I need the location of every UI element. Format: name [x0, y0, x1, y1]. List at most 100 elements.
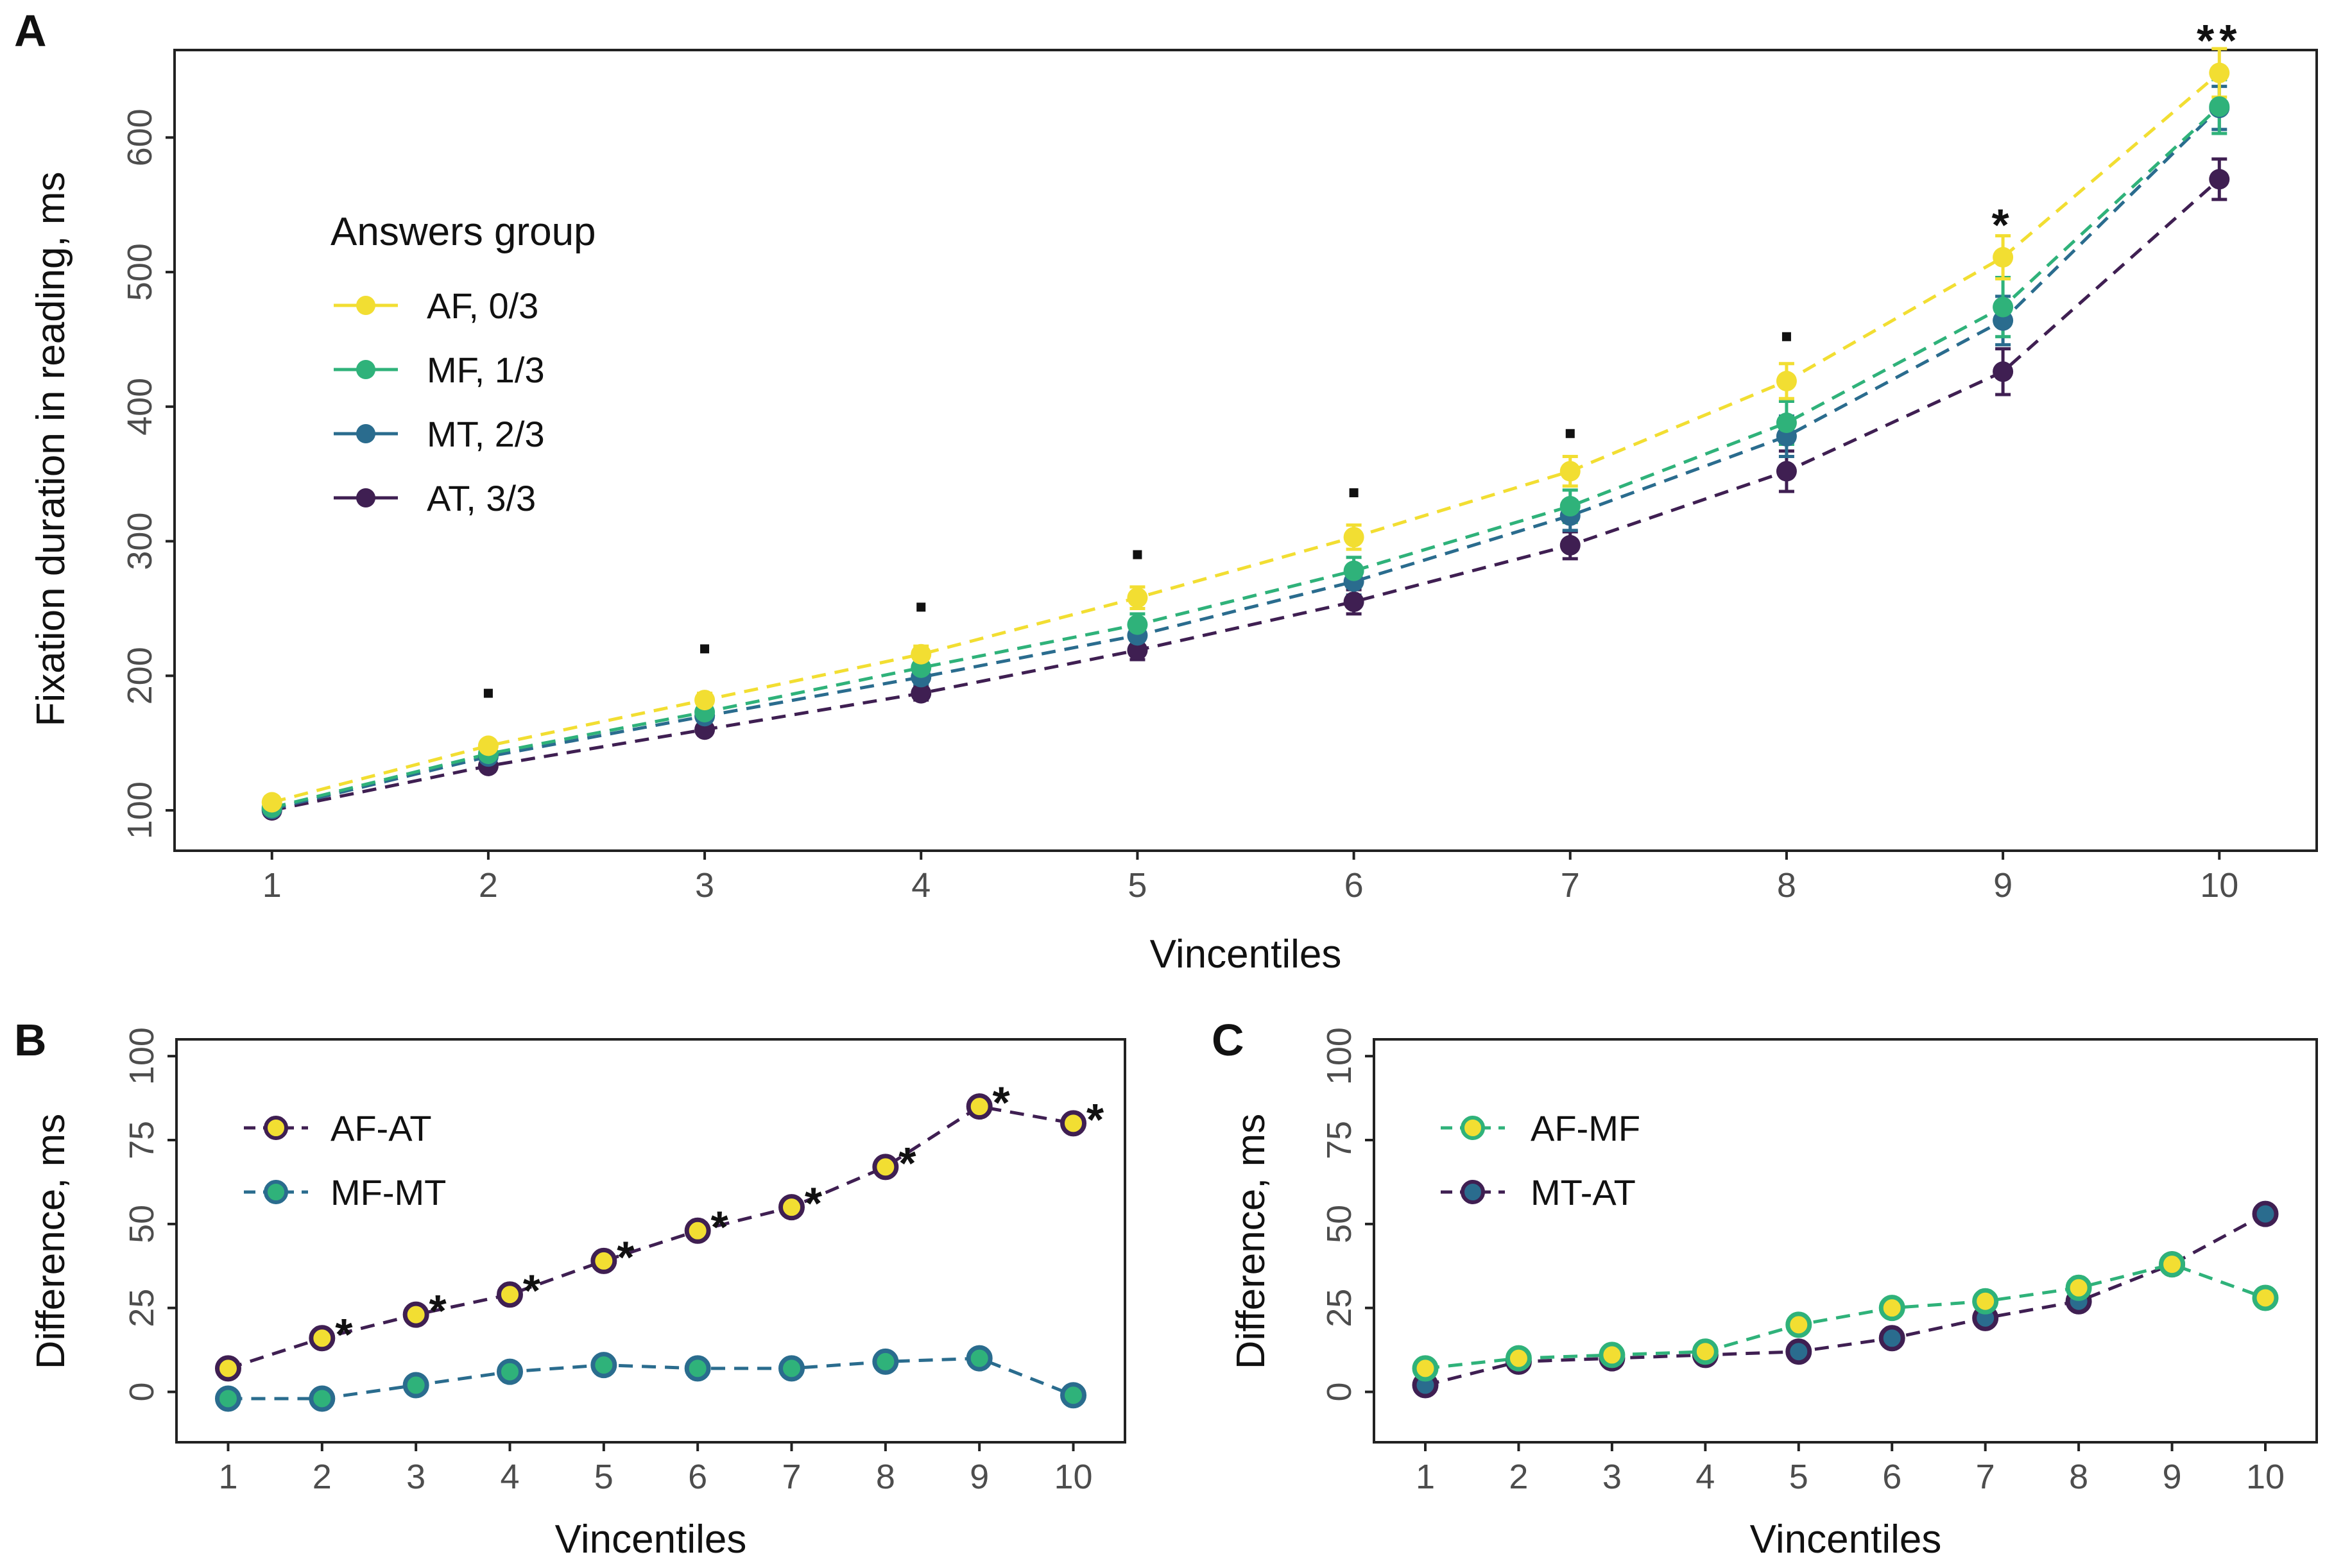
- panel-c-x-axis: 1 2 3 4 5 6 7 8 9 10: [1416, 1442, 2285, 1496]
- data-point-mf-mt: [684, 1355, 711, 1382]
- significance-dot: [700, 644, 710, 654]
- data-point-mt-at: [1878, 1325, 1905, 1352]
- x-tick-label: 5: [1128, 866, 1147, 905]
- x-tick-label: 4: [500, 1458, 519, 1496]
- y-tick-label: 25: [1320, 1289, 1359, 1327]
- data-point-mf-mt: [778, 1355, 805, 1382]
- x-tick-label: 1: [262, 866, 282, 905]
- x-tick-label: 1: [218, 1458, 237, 1496]
- data-point-af-at: [778, 1194, 805, 1221]
- legend-label-af-at: AF-AT: [330, 1108, 432, 1148]
- series-line-at: [271, 178, 2220, 812]
- data-point-mf-mt: [590, 1352, 617, 1379]
- x-tick-label: 7: [1976, 1458, 1995, 1496]
- x-tick-label: 2: [313, 1458, 332, 1496]
- data-point-af: [2209, 62, 2230, 83]
- panel-b-significance-marks: * * * * * * * * *: [335, 1078, 1104, 1359]
- data-point-af-mf: [1505, 1345, 1532, 1372]
- legend-label-mf-mt: MF-MT: [330, 1172, 446, 1213]
- data-point-at: [1343, 591, 1364, 612]
- panel-b-letter: B: [14, 1015, 47, 1065]
- data-point-at: [1993, 361, 2014, 382]
- significance-star: *: [335, 1309, 353, 1359]
- y-tick-label: 75: [123, 1121, 161, 1159]
- legend-item-at: AT, 3/3: [334, 478, 536, 518]
- y-tick-label: 50: [123, 1205, 161, 1243]
- data-point-af: [1343, 527, 1364, 548]
- panel-c-x-axis-title: Vincentiles: [1750, 1517, 1942, 1562]
- significance-star: *: [523, 1266, 541, 1316]
- x-tick-label: 4: [1695, 1458, 1715, 1496]
- significance-star: *: [898, 1138, 916, 1188]
- panel-b-points: [214, 1093, 1087, 1412]
- data-point-mf: [1776, 413, 1797, 434]
- panel-c-legend: AF-MF MT-AT: [1441, 1108, 1640, 1213]
- x-tick-label: 6: [1344, 866, 1364, 905]
- significance-star: *: [1991, 200, 2014, 250]
- panel-a-error-bars: [264, 47, 2227, 816]
- data-point-mf-mt: [496, 1358, 523, 1385]
- data-point-af: [1993, 247, 2014, 268]
- panel-a-legend: Answers group AF, 0/3 MF, 1/3 MT, 2/3 AT…: [330, 210, 596, 518]
- x-tick-label: 9: [2163, 1458, 2182, 1496]
- significance-star: *: [1086, 1095, 1104, 1145]
- panel-c: C 0 25 50 75 100 1 2 3 4 5 6 7 8 9 10 Vincentiles Dif…: [1212, 1015, 2318, 1562]
- x-tick-label: 7: [1561, 866, 1580, 905]
- panel-c-letter: C: [1212, 1015, 1244, 1065]
- series-line-mt-at: [1425, 1212, 2267, 1387]
- panel-c-plot-frame: [1373, 1038, 2318, 1444]
- series-line-af-at: [227, 1105, 1074, 1370]
- series-line-af: [271, 71, 2220, 804]
- legend-label-af: AF, 0/3: [427, 285, 538, 326]
- y-tick-label: 50: [1320, 1205, 1359, 1243]
- data-point-at: [1559, 534, 1581, 556]
- legend-marker-af: [356, 296, 375, 315]
- panel-c-points: [1412, 1200, 2279, 1399]
- data-point-at: [2209, 169, 2230, 190]
- legend-marker-mf: [356, 360, 375, 379]
- legend-marker-mf-mt: [264, 1180, 288, 1204]
- y-tick-label: 200: [121, 647, 159, 704]
- x-tick-label: 4: [911, 866, 931, 905]
- data-point-af-at: [684, 1217, 711, 1244]
- legend-item-af: AF, 0/3: [334, 285, 538, 326]
- significance-star: **: [2197, 15, 2242, 65]
- panel-b: B 0 25 50 75 100 1 2 3 4 5 6 7 8 9 10 * * * * * * * * * Vince…: [14, 1015, 1126, 1562]
- x-tick-label: 6: [1882, 1458, 1901, 1496]
- x-tick-label: 9: [970, 1458, 989, 1496]
- data-point-af-at: [966, 1093, 993, 1120]
- x-tick-label: 10: [2246, 1458, 2285, 1496]
- data-point-af-at: [309, 1325, 336, 1352]
- data-point-mf-mt: [402, 1372, 429, 1399]
- y-tick-label: 100: [121, 781, 159, 839]
- data-point-mt-at: [1785, 1338, 1812, 1365]
- legend-label-af-mf: AF-MF: [1531, 1108, 1640, 1148]
- data-point-af-at: [1060, 1110, 1087, 1137]
- data-point-af-mf: [2159, 1251, 2186, 1278]
- panel-b-y-axis: 0 25 50 75 100: [123, 1027, 176, 1402]
- series-line-mf: [271, 105, 2220, 810]
- panel-b-legend: AF-AT MF-MT: [244, 1108, 446, 1213]
- x-tick-label: 5: [1789, 1458, 1808, 1496]
- significance-star: *: [617, 1232, 635, 1282]
- x-tick-label: 6: [688, 1458, 707, 1496]
- data-point-af-at: [590, 1247, 617, 1274]
- data-point-at: [1776, 461, 1797, 482]
- legend-item-mt-at: MT-AT: [1441, 1172, 1636, 1213]
- significance-dot: [1133, 550, 1142, 559]
- significance-star: *: [429, 1286, 447, 1336]
- data-point-mf-mt: [872, 1348, 899, 1375]
- panel-c-y-axis: 0 25 50 75 100: [1320, 1027, 1374, 1402]
- data-point-at: [1127, 640, 1148, 661]
- panel-a-x-axis-title: Vincentiles: [1150, 932, 1342, 976]
- legend-marker-af-mf: [1461, 1116, 1485, 1140]
- panel-a-significance-marks: ***: [483, 15, 2242, 698]
- panel-a-points: [261, 62, 2230, 821]
- legend-label-mt-at: MT-AT: [1531, 1172, 1636, 1213]
- x-tick-label: 3: [406, 1458, 425, 1496]
- data-point-mf-mt: [1060, 1382, 1087, 1409]
- panel-c-y-axis-title: Difference, ms: [1229, 1114, 1273, 1370]
- legend-title: Answers group: [330, 210, 596, 254]
- x-tick-label: 1: [1416, 1458, 1435, 1496]
